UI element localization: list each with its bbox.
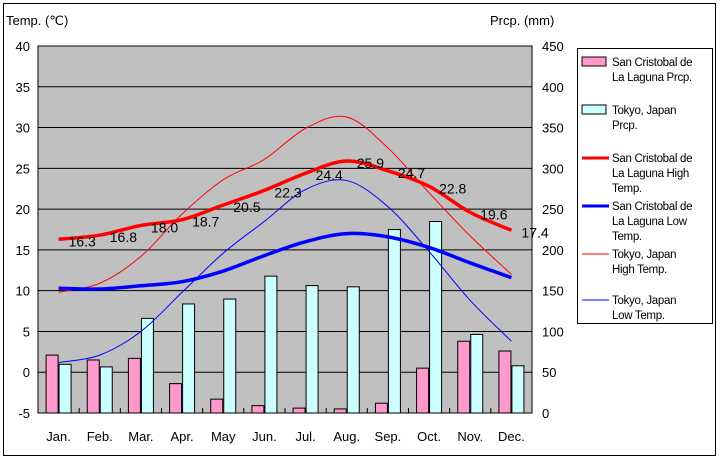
high-temp-data-label: 18.7 xyxy=(192,214,219,230)
x-tick-label: Aug. xyxy=(333,429,360,444)
left-tick-label: 20 xyxy=(16,202,30,217)
high-temp-data-label: 22.3 xyxy=(274,184,301,200)
legend-label: Temp. xyxy=(612,183,642,195)
right-tick-label: 150 xyxy=(542,284,564,299)
san-cristobal-low-line xyxy=(58,231,513,291)
legend-label: Tokyo, Japan xyxy=(612,249,676,261)
left-tick-label: 5 xyxy=(23,324,30,339)
san-cristobal-prcp-bar xyxy=(45,354,59,414)
san-cristobal-prcp-bar xyxy=(333,408,347,414)
high-temp-data-label: 18.0 xyxy=(151,219,178,235)
tokyo-prcp-bar xyxy=(223,298,237,414)
tokyo-prcp-bar xyxy=(182,303,196,414)
x-tick-label: Nov. xyxy=(457,429,483,444)
right-tick-label: 450 xyxy=(542,39,564,54)
x-tick-label: Jan. xyxy=(46,429,71,444)
high-temp-data-label: 24.7 xyxy=(398,165,425,181)
legend-label: San Cristobal de xyxy=(612,57,692,69)
x-tick-label: May xyxy=(211,429,236,444)
san-cristobal-prcp-bar xyxy=(251,405,265,414)
legend-label: Low Temp. xyxy=(612,310,665,322)
high-temp-data-label: 19.6 xyxy=(480,206,507,222)
tokyo-prcp-bar xyxy=(346,286,360,414)
right-tick-label: 250 xyxy=(542,202,564,217)
tokyo-high-line xyxy=(58,115,512,293)
left-tick-label: 40 xyxy=(16,39,30,54)
high-temp-data-label: 16.8 xyxy=(110,229,137,245)
x-tick-label: Mar. xyxy=(128,429,153,444)
right-tick-label: 100 xyxy=(542,324,564,339)
tokyo-prcp-bar xyxy=(305,285,319,414)
tokyo-prcp-bar xyxy=(264,275,278,414)
high-temp-data-label: 17.4 xyxy=(521,224,548,240)
san-cristobal-prcp-bar xyxy=(416,367,430,414)
left-tick-label: 30 xyxy=(16,121,30,136)
san-cristobal-prcp-bar xyxy=(86,359,100,414)
tokyo-prcp-bar xyxy=(470,333,484,414)
tokyo-prcp-bar xyxy=(140,317,154,414)
right-tick-label: 350 xyxy=(542,121,564,136)
x-tick-label: Dec. xyxy=(498,429,525,444)
high-temp-data-label: 22.8 xyxy=(439,180,466,196)
tokyo-prcp-bar xyxy=(99,366,113,414)
legend-label: La Laguna Prcp. xyxy=(612,72,692,84)
san-cristobal-prcp-bar xyxy=(457,340,471,414)
legend-label: Tokyo, Japan xyxy=(612,295,676,307)
san-cristobal-prcp-bar xyxy=(127,357,141,414)
san-cristobal-high-line xyxy=(58,159,513,242)
x-tick-label: Jul. xyxy=(295,429,315,444)
san-cristobal-prcp-bar xyxy=(374,402,388,414)
left-tick-label: -5 xyxy=(18,406,30,421)
legend-label: La Laguna High xyxy=(612,168,689,180)
tokyo-prcp-bar xyxy=(429,221,443,414)
x-tick-label: Sep. xyxy=(375,429,402,444)
left-tick-label: 15 xyxy=(16,243,30,258)
left-tick-label: 25 xyxy=(16,161,30,176)
high-temp-data-label: 16.3 xyxy=(69,233,96,249)
tokyo-prcp-bar xyxy=(387,229,401,414)
left-tick-label: 35 xyxy=(16,80,30,95)
legend-label: Temp. xyxy=(612,231,642,243)
legend-swatch-san-cristobal-prcp xyxy=(581,56,607,67)
san-cristobal-prcp-bar xyxy=(210,398,224,414)
high-temp-data-label: 24.4 xyxy=(316,167,343,183)
legend-label: Tokyo, Japan xyxy=(612,105,676,117)
legend-box xyxy=(577,48,713,324)
right-axis-title: Prcp. (mm) xyxy=(490,13,554,28)
legend-label: La Laguna Low xyxy=(612,216,688,228)
right-tick-label: 400 xyxy=(542,80,564,95)
legend-label: Prcp. xyxy=(612,120,637,132)
high-temp-data-label: 20.5 xyxy=(233,199,260,215)
legend-label: San Cristobal de xyxy=(612,153,692,165)
left-axis-title: Temp. (℃) xyxy=(6,13,68,28)
x-tick-label: Jun. xyxy=(252,429,277,444)
right-tick-label: 0 xyxy=(542,406,549,421)
tokyo-prcp-bar xyxy=(58,363,72,414)
x-tick-label: Oct. xyxy=(417,429,441,444)
san-cristobal-prcp-bar xyxy=(169,383,183,414)
legend-label: San Cristobal de xyxy=(612,201,692,213)
legend-swatch-tokyo-prcp xyxy=(581,104,607,115)
tokyo-prcp-bar xyxy=(511,365,525,414)
x-tick-label: Feb. xyxy=(87,429,113,444)
right-tick-label: 200 xyxy=(542,243,564,258)
tokyo-low-line xyxy=(58,179,512,363)
san-cristobal-prcp-bar xyxy=(498,350,512,414)
san-cristobal-prcp-bar xyxy=(292,407,306,414)
left-tick-label: 10 xyxy=(16,284,30,299)
legend-label: High Temp. xyxy=(612,264,667,276)
x-tick-label: Apr. xyxy=(171,429,194,444)
left-tick-label: 0 xyxy=(23,365,30,380)
high-temp-data-label: 25.9 xyxy=(357,155,384,171)
right-tick-label: 300 xyxy=(542,161,564,176)
right-tick-label: 50 xyxy=(542,365,556,380)
